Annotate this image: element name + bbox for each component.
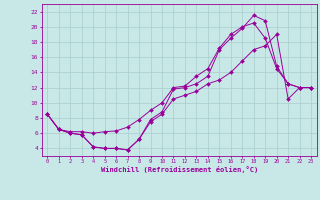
X-axis label: Windchill (Refroidissement éolien,°C): Windchill (Refroidissement éolien,°C) bbox=[100, 166, 258, 173]
